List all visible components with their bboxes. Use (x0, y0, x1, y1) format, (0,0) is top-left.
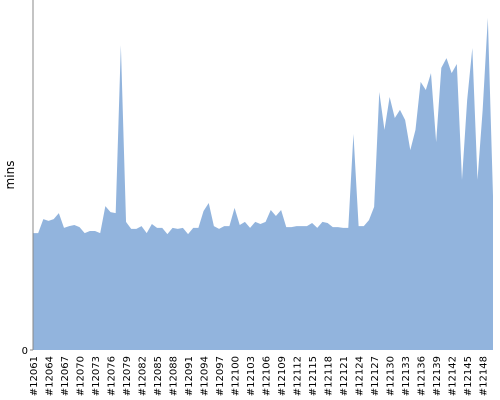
x-tick-label: #12094 (200, 356, 211, 396)
x-tick-label: #12067 (60, 356, 71, 396)
x-tick-label: #12103 (246, 356, 257, 396)
x-tick-label: #12121 (339, 356, 350, 396)
x-tick-label: #12097 (215, 356, 226, 396)
x-tick-label: #12076 (107, 356, 118, 396)
y-axis-label: mins (3, 161, 17, 190)
x-tick-label: #12148 (479, 356, 490, 396)
x-tick-label: #12088 (169, 356, 180, 396)
x-tick-label: #12109 (277, 356, 288, 396)
x-tick-label: #12064 (45, 356, 56, 396)
x-tick-label: #12082 (138, 356, 149, 396)
y-tick-label: 0 (22, 346, 28, 357)
x-tick-label: #12100 (231, 356, 242, 396)
x-tick-label: #12133 (401, 356, 412, 396)
x-tick-label: #12073 (91, 356, 102, 396)
x-tick-label: #12070 (76, 356, 87, 396)
x-tick-label: #12115 (308, 356, 319, 396)
x-tick-label: #12091 (184, 356, 195, 396)
x-tick-label: #12139 (432, 356, 443, 396)
x-tick-label: #12106 (262, 356, 273, 396)
x-tick-label: #12136 (417, 356, 428, 396)
x-tick-label: #12118 (324, 356, 335, 396)
x-tick-label: #12112 (293, 356, 304, 396)
x-tick-label: #12130 (386, 356, 397, 396)
x-tick-label: #12061 (29, 356, 40, 396)
x-tick-label: #12145 (463, 356, 474, 396)
x-tick-label: #12127 (370, 356, 381, 396)
x-tick-label: #12124 (355, 356, 366, 396)
x-tick-label: #12142 (448, 356, 459, 396)
x-tick-label: #12085 (153, 356, 164, 396)
area (33, 17, 493, 350)
x-tick-label: #12079 (122, 356, 133, 396)
